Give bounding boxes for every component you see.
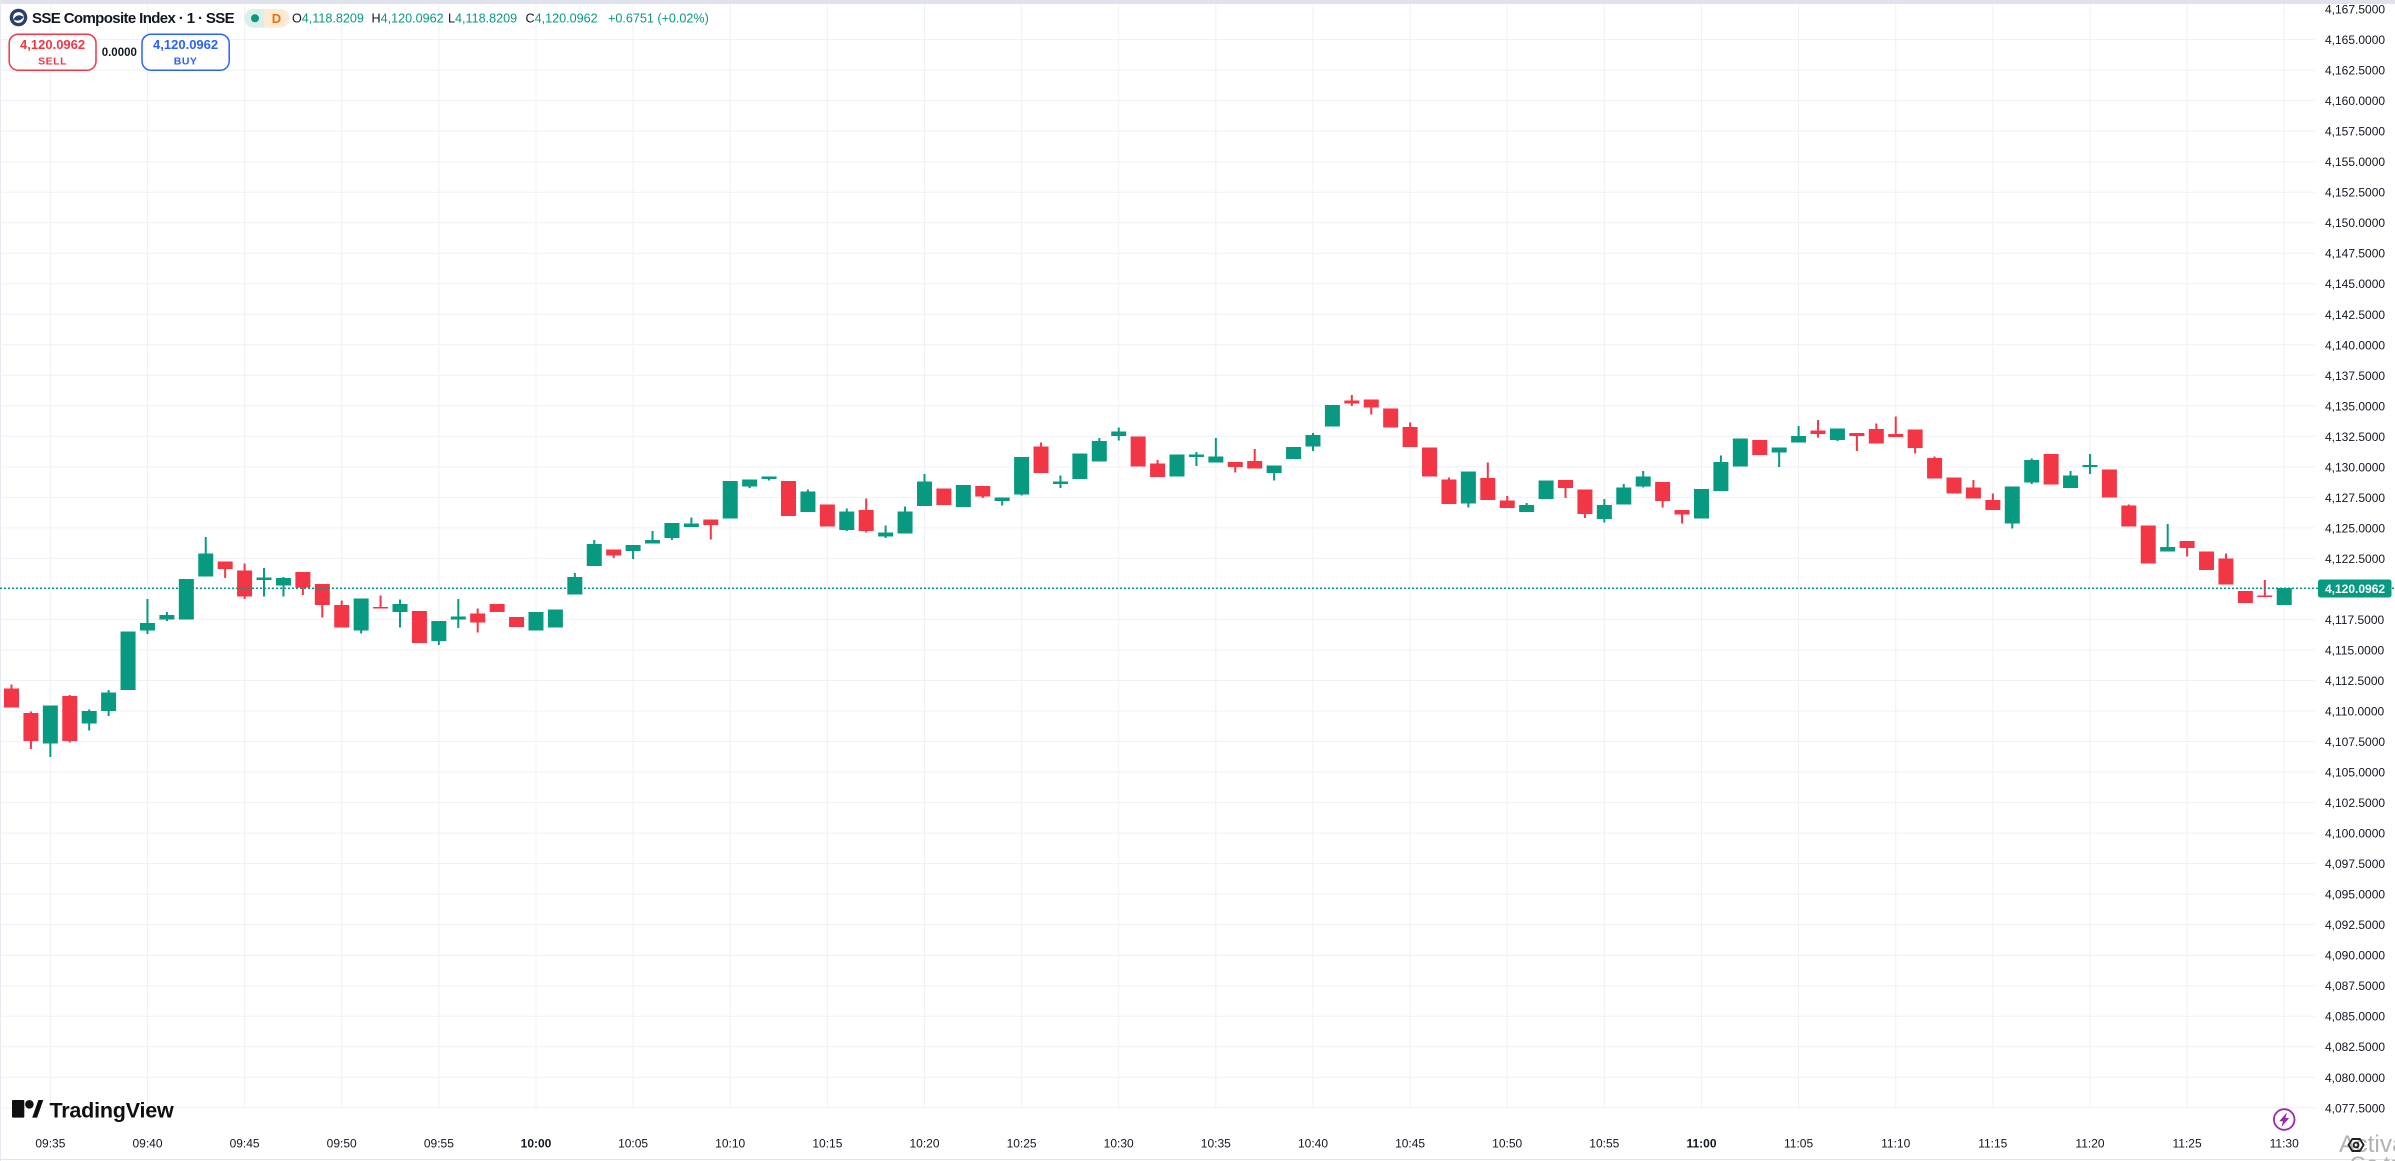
svg-text:4,120.0962: 4,120.0962	[153, 37, 218, 52]
svg-text:10:10: 10:10	[715, 1137, 745, 1151]
svg-text:4,080.0000: 4,080.0000	[2325, 1071, 2385, 1085]
svg-text:10:45: 10:45	[1395, 1137, 1425, 1151]
svg-text:4,102.5000: 4,102.5000	[2325, 796, 2385, 810]
svg-text:4,087.5000: 4,087.5000	[2325, 979, 2385, 993]
svg-text:4,125.0000: 4,125.0000	[2325, 521, 2385, 535]
svg-text:4,105.0000: 4,105.0000	[2325, 766, 2385, 780]
svg-text:11:10: 11:10	[1881, 1137, 1910, 1151]
svg-text:Go to Se: Go to Se	[2350, 1153, 2395, 1161]
svg-text:10:35: 10:35	[1201, 1137, 1231, 1151]
svg-text:10:00: 10:00	[521, 1137, 552, 1151]
svg-text:10:55: 10:55	[1589, 1137, 1619, 1151]
svg-text:4,165.0000: 4,165.0000	[2325, 33, 2385, 47]
svg-text:4,110.0000: 4,110.0000	[2325, 705, 2384, 719]
svg-text:4,122.5000: 4,122.5000	[2325, 552, 2385, 566]
svg-text:4,155.0000: 4,155.0000	[2325, 155, 2385, 169]
svg-text:09:45: 09:45	[230, 1137, 260, 1151]
svg-text:4,135.0000: 4,135.0000	[2325, 399, 2385, 413]
svg-text:4,097.5000: 4,097.5000	[2325, 857, 2385, 871]
svg-text:11:00: 11:00	[1686, 1137, 1716, 1151]
svg-text:4,137.5000: 4,137.5000	[2325, 369, 2385, 383]
svg-text:09:50: 09:50	[327, 1137, 357, 1151]
svg-text:4,142.5000: 4,142.5000	[2325, 308, 2385, 322]
svg-text:10:15: 10:15	[812, 1137, 842, 1151]
svg-text:4,152.5000: 4,152.5000	[2325, 186, 2385, 200]
svg-text:10:40: 10:40	[1298, 1137, 1328, 1151]
svg-text:4,160.0000: 4,160.0000	[2325, 94, 2385, 108]
svg-text:09:40: 09:40	[132, 1137, 162, 1151]
svg-text:4,077.5000: 4,077.5000	[2325, 1101, 2385, 1115]
svg-text:4,140.0000: 4,140.0000	[2325, 338, 2385, 352]
svg-text:TradingView: TradingView	[50, 1098, 175, 1122]
svg-text:09:35: 09:35	[35, 1137, 65, 1151]
svg-text:4,150.0000: 4,150.0000	[2325, 216, 2385, 230]
svg-text:10:50: 10:50	[1492, 1137, 1522, 1151]
svg-text:4,120.0962: 4,120.0962	[2325, 582, 2385, 596]
svg-text:4,085.0000: 4,085.0000	[2325, 1010, 2385, 1024]
svg-text:4,130.0000: 4,130.0000	[2325, 460, 2385, 474]
svg-text:11:15: 11:15	[1978, 1137, 2007, 1151]
svg-text:10:25: 10:25	[1007, 1137, 1037, 1151]
svg-text:10:20: 10:20	[909, 1137, 939, 1151]
svg-text:11:05: 11:05	[1784, 1137, 1813, 1151]
svg-text:10:30: 10:30	[1104, 1137, 1134, 1151]
svg-text:4,127.5000: 4,127.5000	[2325, 491, 2385, 505]
svg-text:4,090.0000: 4,090.0000	[2325, 949, 2385, 963]
svg-text:4,147.5000: 4,147.5000	[2325, 247, 2385, 261]
svg-text:11:30: 11:30	[2270, 1137, 2299, 1151]
svg-text:BUY: BUY	[174, 56, 198, 68]
svg-text:4,082.5000: 4,082.5000	[2325, 1040, 2385, 1054]
svg-text:4,167.5000: 4,167.5000	[2325, 3, 2385, 17]
svg-text:D: D	[272, 11, 281, 26]
svg-text:SSE Composite Index · 1 · SSE: SSE Composite Index · 1 · SSE	[32, 10, 235, 27]
svg-text:4,107.5000: 4,107.5000	[2325, 735, 2385, 749]
svg-text:4,157.5000: 4,157.5000	[2325, 125, 2385, 139]
svg-text:4,100.0000: 4,100.0000	[2325, 827, 2385, 841]
svg-text:4,145.0000: 4,145.0000	[2325, 277, 2385, 291]
svg-text:4,120.0962: 4,120.0962	[20, 37, 85, 52]
svg-text:4,115.0000: 4,115.0000	[2325, 644, 2384, 658]
svg-text:4,112.5000: 4,112.5000	[2325, 674, 2384, 688]
svg-text:SELL: SELL	[38, 56, 67, 68]
svg-text:11:25: 11:25	[2173, 1137, 2202, 1151]
svg-text:0.0000: 0.0000	[102, 47, 137, 59]
svg-text:4,132.5000: 4,132.5000	[2325, 430, 2385, 444]
svg-text:11:20: 11:20	[2075, 1137, 2104, 1151]
svg-text:10:05: 10:05	[618, 1137, 648, 1151]
svg-text:4,092.5000: 4,092.5000	[2325, 918, 2385, 932]
svg-text:4,162.5000: 4,162.5000	[2325, 64, 2385, 78]
svg-text:4,095.0000: 4,095.0000	[2325, 888, 2385, 902]
svg-text:4,117.5000: 4,117.5000	[2325, 613, 2384, 627]
svg-text:09:55: 09:55	[424, 1137, 454, 1151]
